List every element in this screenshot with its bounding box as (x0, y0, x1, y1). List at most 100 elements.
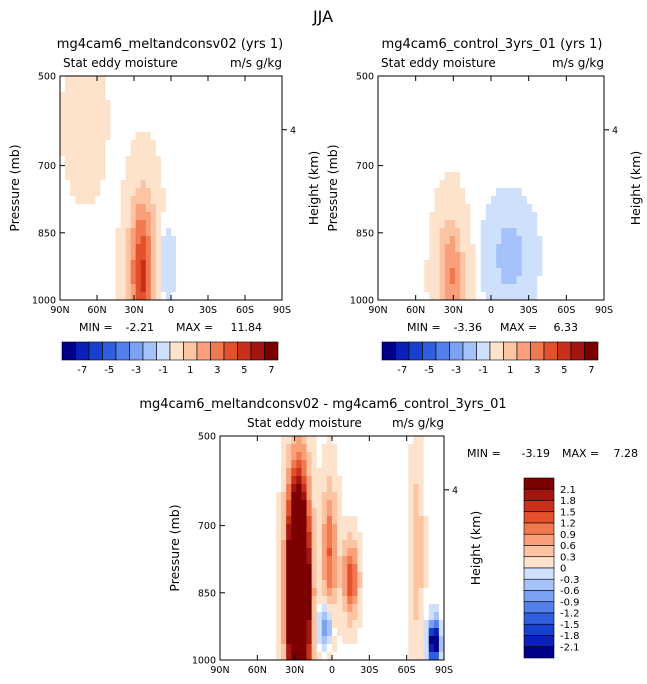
heatmap-cell (372, 612, 379, 621)
heatmap-cell (578, 260, 584, 269)
heatmap-cell (206, 132, 212, 141)
heatmap-cell (265, 500, 272, 509)
heatmap-cell (434, 276, 441, 285)
heatmap-cell (521, 76, 528, 85)
heatmap-cell (562, 164, 569, 173)
heatmap-cell (160, 276, 167, 285)
heatmap-cell (475, 164, 482, 173)
heatmap-cell (85, 132, 91, 141)
heatmap-cell (165, 252, 172, 261)
heatmap-cell (181, 284, 187, 293)
heatmap-cell (372, 572, 379, 581)
heatmap-cell (301, 492, 307, 501)
heatmap-cell (413, 532, 419, 541)
heatmap-cell (460, 180, 466, 189)
heatmap-cell (60, 204, 66, 213)
heatmap-cell (423, 492, 430, 501)
heatmap-cell (362, 468, 369, 477)
heatmap-cell (480, 100, 487, 109)
heatmap-cell (408, 612, 414, 621)
heatmap-cell (220, 644, 226, 653)
heatmap-cell (408, 556, 414, 565)
heatmap-cell (90, 276, 96, 285)
heatmap-cell (196, 156, 202, 165)
heatmap-cell (276, 572, 282, 581)
heatmap-cell (516, 228, 523, 237)
heatmap-cell (241, 268, 248, 277)
heatmap-cell (465, 148, 471, 157)
heatmap-cell (377, 572, 384, 581)
heatmap-cell (286, 572, 292, 581)
heatmap-cell (542, 204, 548, 213)
heatmap-cell (526, 180, 533, 189)
heatmap-cell (225, 628, 231, 637)
heatmap-cell (206, 172, 212, 181)
heatmap-cell (241, 92, 248, 101)
heatmap-cell (428, 476, 435, 485)
heatmap-cell (70, 268, 76, 277)
heatmap-cell (171, 92, 177, 101)
heatmap-cell (286, 500, 292, 509)
heatmap-cell (362, 500, 369, 509)
heatmap-cell (470, 236, 476, 245)
heatmap-cell (593, 276, 600, 285)
heatmap-cell (135, 76, 142, 85)
heatmap-cell (211, 204, 217, 213)
heatmap-cell (85, 164, 91, 173)
heatmap-cell (276, 116, 283, 125)
heatmap-cell (80, 204, 86, 213)
heatmap-cell (276, 156, 283, 165)
heatmap-cell (256, 220, 263, 229)
heatmap-cell (337, 452, 343, 461)
heatmap-cell (506, 108, 512, 117)
heatmap-cell (449, 252, 456, 261)
heatmap-cell (196, 228, 202, 237)
heatmap-cell (240, 516, 246, 525)
heatmap-cell (439, 260, 446, 269)
heatmap-cell (460, 212, 466, 221)
heatmap-cell (80, 268, 86, 277)
y2-axis-label: Height (km) (468, 511, 483, 585)
heatmap-cell (245, 604, 251, 613)
heatmap-cell (220, 652, 226, 661)
heatmap-cell (140, 268, 147, 277)
heatmap-cell (583, 124, 589, 133)
heatmap-cell (150, 276, 157, 285)
heatmap-cell (85, 108, 91, 117)
heatmap-cell (181, 188, 187, 197)
heatmap-cell (250, 500, 257, 509)
heatmap-cell (191, 276, 197, 285)
heatmap-cell (332, 452, 338, 461)
heatmap-cell (423, 572, 430, 581)
heatmap-cell (403, 228, 410, 237)
heatmap-cell (542, 108, 548, 117)
heatmap-cell (475, 180, 482, 189)
heatmap-cell (160, 124, 167, 133)
heatmap-cell (110, 188, 116, 197)
heatmap-cell (388, 652, 394, 661)
heatmap-cell (449, 124, 456, 133)
heatmap-cell (377, 588, 384, 597)
heatmap-cell (398, 540, 404, 549)
heatmap-cell (573, 188, 579, 197)
heatmap-cell (521, 204, 528, 213)
heatmap-cell (408, 484, 414, 493)
heatmap-cell (337, 572, 343, 581)
heatmap-cell (220, 460, 226, 469)
heatmap-cell (434, 108, 441, 117)
heatmap-cell (418, 588, 425, 597)
heatmap-cell (485, 284, 492, 293)
heatmap-cell (326, 564, 333, 573)
min-value: -3.36 (454, 321, 482, 334)
heatmap-cell (433, 652, 440, 661)
heatmap-cell (216, 220, 222, 229)
heatmap-cell (231, 124, 237, 133)
heatmap-cell (413, 132, 420, 141)
heatmap-cell (393, 76, 399, 85)
heatmap-cell (240, 532, 246, 541)
heatmap-cell (398, 212, 405, 221)
heatmap-cell (413, 228, 420, 237)
heatmap-cell (256, 148, 263, 157)
heatmap-cell (270, 636, 277, 645)
colorbar-swatch (142, 341, 157, 361)
